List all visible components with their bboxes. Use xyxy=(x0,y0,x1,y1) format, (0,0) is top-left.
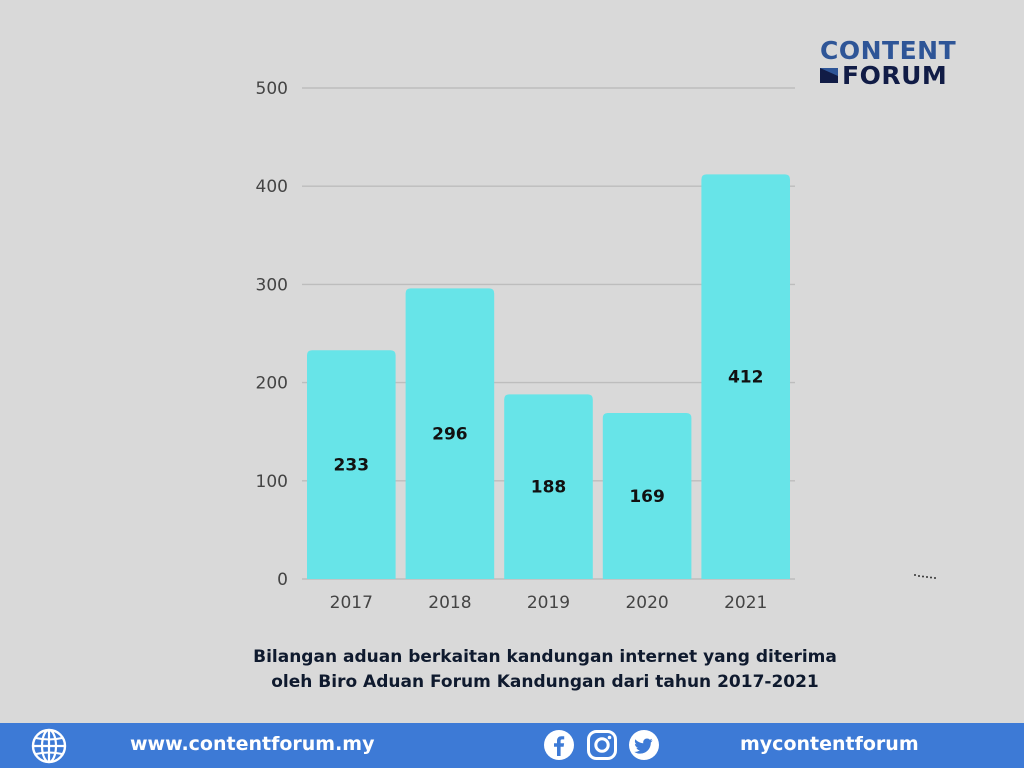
globe-icon xyxy=(31,728,67,764)
bar-value-label: 169 xyxy=(629,487,665,507)
chart-caption: Bilangan aduan berkaitan kandungan inter… xyxy=(180,645,910,695)
y-axis-tick-labels: 0 100 200 300 400 500 xyxy=(256,79,288,590)
x-tick-label: 2017 xyxy=(330,593,373,613)
logo-text-content: CONTENT xyxy=(820,36,957,65)
bar-value-label: 296 xyxy=(432,425,468,445)
y-tick-label: 400 xyxy=(256,177,288,197)
y-tick-label: 300 xyxy=(256,275,288,295)
logo-mark-icon xyxy=(820,68,838,83)
caption-line-2: oleh Biro Aduan Forum Kandungan dari tah… xyxy=(271,672,819,692)
logo-text-forum: FORUM xyxy=(842,61,948,90)
bar-value-label: 188 xyxy=(531,478,567,498)
bar-2020 xyxy=(602,413,692,579)
y-tick-label: 500 xyxy=(256,79,288,99)
bar-2018 xyxy=(405,288,495,579)
x-tick-label: 2020 xyxy=(625,593,668,613)
x-tick-label: 2018 xyxy=(428,593,471,613)
footer-bar: www.contentforum.my mycontentforum xyxy=(0,723,1024,768)
website-link[interactable]: www.contentforum.my xyxy=(130,733,375,755)
chart-bars xyxy=(307,174,790,579)
social-handle: mycontentforum xyxy=(740,733,919,755)
instagram-icon[interactable] xyxy=(586,729,618,761)
y-tick-label: 0 xyxy=(277,570,288,590)
twitter-icon[interactable] xyxy=(628,729,660,761)
bar-value-label: 412 xyxy=(728,368,764,388)
decorative-dots xyxy=(914,574,936,579)
bar-value-label: 233 xyxy=(334,456,370,476)
bar-2017 xyxy=(307,350,396,579)
content-forum-logo: CONTENT FORUM xyxy=(820,38,980,90)
bar-value-labels: 233 296 188 169 412 xyxy=(334,368,764,507)
facebook-icon[interactable] xyxy=(543,729,575,761)
bar-2021 xyxy=(701,174,790,579)
x-tick-label: 2021 xyxy=(724,593,767,613)
x-axis-tick-labels: 2017 2018 2019 2020 2021 xyxy=(330,593,768,613)
y-tick-label: 100 xyxy=(256,472,288,492)
x-tick-label: 2019 xyxy=(527,593,570,613)
caption-line-1: Bilangan aduan berkaitan kandungan inter… xyxy=(253,647,837,667)
y-tick-label: 200 xyxy=(256,374,288,394)
bar-2019 xyxy=(504,394,593,579)
